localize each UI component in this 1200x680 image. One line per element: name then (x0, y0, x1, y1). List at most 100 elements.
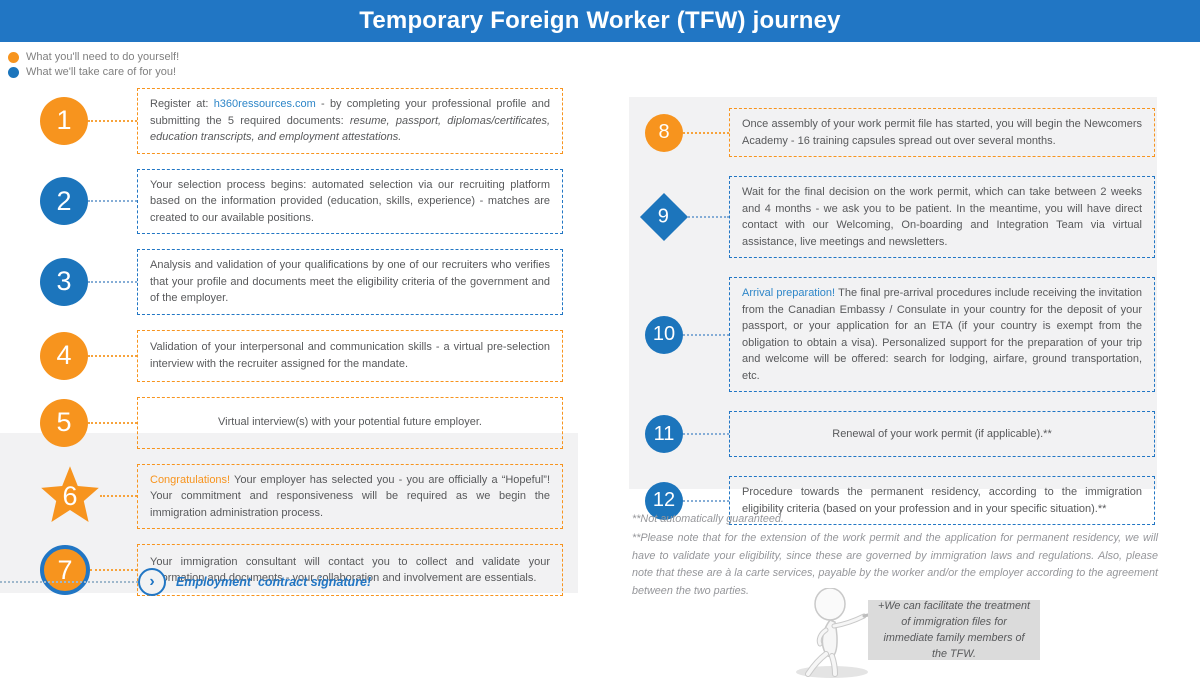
connector-line (683, 333, 729, 336)
step-row: 8 Once assembly of your work permit file… (645, 108, 1155, 157)
step-row: 3 Analysis and validation of your qualif… (40, 249, 563, 315)
steps-column-left: 1 Register at: h360ressources.com - by c… (40, 88, 563, 611)
text-segment: Your employer has selected you - you are… (150, 473, 550, 519)
connector-line (88, 200, 137, 203)
milestone-connector-line (0, 581, 138, 583)
step-number-badge: 5 (40, 398, 88, 447)
right-gray-panel (629, 97, 1157, 489)
step-row: 1 Register at: h360ressources.com - by c… (40, 88, 563, 154)
step-number-badge: 10 (645, 315, 683, 354)
text-segment: Renewal of your work permit (if applicab… (832, 427, 1052, 440)
step-text-box: Congratulations! Your employer has selec… (137, 463, 563, 529)
step-number: 2 (56, 185, 72, 216)
legend-item-self: What you'll need to do yourself! (8, 51, 179, 63)
step-number: 12 (652, 489, 676, 511)
step-row: 9 Wait for the final decision on the wor… (639, 176, 1155, 258)
step-row: 7 Your immigration consultant will conta… (40, 544, 563, 596)
text-segment: Wait for the final decision on the work … (742, 186, 1142, 248)
pointing-figure-illustration (790, 587, 900, 680)
step-number-badge: 3 (40, 257, 88, 306)
milestone-label: Employment contract signature! (176, 575, 372, 589)
text-segment: Your immigration consultant will contact… (150, 555, 550, 585)
step-text-box: Renewal of your work permit (if applicab… (729, 411, 1155, 457)
step-number: 1 (56, 105, 72, 136)
step-text-box: Once assembly of your work permit file h… (729, 108, 1155, 157)
step-row: 12 Procedure towards the permanent resid… (645, 476, 1155, 525)
text-segment: Validation of your interpersonal and com… (150, 341, 550, 370)
step-marker: 2 (40, 177, 137, 226)
step-text-box: Wait for the final decision on the work … (729, 176, 1155, 258)
step-text-box: Analysis and validation of your qualific… (137, 249, 563, 315)
step-marker: 7 (40, 545, 137, 595)
footnote: **Please note that for the extension of … (632, 531, 1158, 598)
text-segment: Procedure towards the permanent residenc… (742, 486, 1142, 515)
step-number: 9 (658, 205, 670, 228)
step-row: 11 Renewal of your work permit (if appli… (645, 411, 1155, 457)
step-marker: 10 (645, 315, 729, 354)
registration-link[interactable]: h360ressources.com (213, 98, 316, 110)
step-number-badge: 8 (645, 113, 683, 152)
step-marker: 6 (40, 466, 137, 526)
connector-line (88, 421, 137, 424)
text-segment: Once assembly of your work permit file h… (742, 118, 1142, 147)
step-number: 8 (658, 121, 670, 143)
legend-label: What you'll need to do yourself! (26, 51, 180, 63)
text-segment: Virtual interview(s) with your potential… (218, 416, 482, 429)
step-text-box: Register at: h360ressources.com - by com… (137, 88, 563, 154)
left-gray-band (0, 433, 578, 593)
blue-dot-icon (8, 66, 19, 78)
step-number: 6 (62, 480, 78, 511)
callout-sign: +We can facilitate the treatment of immi… (868, 600, 1040, 660)
legend-item-us: What we'll take care of for you! (8, 66, 179, 78)
step-number: 4 (56, 340, 72, 370)
step-number-badge: 2 (40, 177, 88, 226)
page-title: Temporary Foreign Worker (TFW) journey (359, 7, 841, 34)
step-text-box: Procedure towards the permanent residenc… (729, 476, 1155, 525)
step-row: 4 Validation of your interpersonal and c… (40, 329, 563, 382)
step-marker: 5 (40, 398, 137, 447)
step-number-badge: 6 (41, 466, 99, 523)
step-number: 3 (56, 266, 72, 297)
step-text-box: Your selection process begins: automated… (137, 168, 563, 234)
connector-line (88, 280, 137, 283)
steps-column-right: 8 Once assembly of your work permit file… (639, 108, 1155, 544)
step-row: 5 Virtual interview(s) with your potenti… (40, 396, 563, 449)
step-number: 5 (56, 407, 72, 437)
step-number-badge: 11 (645, 415, 683, 453)
step-number-badge: 7 (40, 545, 90, 595)
text-segment: - by completing your professional profil… (150, 98, 550, 127)
text-segment: The final pre-arrival procedures include… (742, 287, 1142, 382)
connector-line (681, 216, 729, 218)
step-marker: 8 (645, 113, 729, 152)
connector-line (683, 433, 729, 435)
connector-line (90, 569, 137, 571)
chevron-right-icon: › (138, 568, 166, 596)
connector-line (88, 119, 137, 122)
step-marker: 3 (40, 257, 137, 306)
text-segment: Congratulations! (150, 473, 231, 486)
step-text-box: Arrival preparation! The final pre-arriv… (729, 277, 1155, 392)
step-marker: 4 (40, 331, 137, 380)
text-segment: Analysis and validation of your qualific… (150, 259, 550, 304)
connector-line (683, 499, 729, 502)
step-row: 2 Your selection process begins: automat… (40, 168, 563, 234)
step-number: 7 (57, 554, 73, 585)
step-number: 10 (652, 323, 676, 345)
step-row: 6 Congratulations! Your employer has sel… (40, 463, 563, 529)
step-number-badge: 12 (645, 481, 683, 520)
step-number-badge: 9 (639, 192, 689, 242)
text-segment: Your selection process begins: automated… (150, 178, 550, 224)
step-number: 11 (653, 422, 675, 445)
step-number-badge: 4 (40, 331, 88, 380)
footnotes: **Not automatically guaranteed. **Please… (632, 511, 1158, 602)
step-marker: 9 (639, 192, 729, 242)
text-segment: Arrival preparation! (742, 287, 836, 299)
callout-text: +We can facilitate the treatment of immi… (878, 599, 1030, 661)
step-row: 10 Arrival preparation! The final pre-ar… (645, 277, 1155, 392)
connector-line (683, 131, 729, 134)
step-text-box: Validation of your interpersonal and com… (137, 329, 563, 382)
text-segment: resume, passport, diplomas/certificates,… (150, 114, 551, 144)
step-number-badge: 1 (40, 96, 88, 145)
footnote: **Not automatically guaranteed. (632, 513, 784, 525)
